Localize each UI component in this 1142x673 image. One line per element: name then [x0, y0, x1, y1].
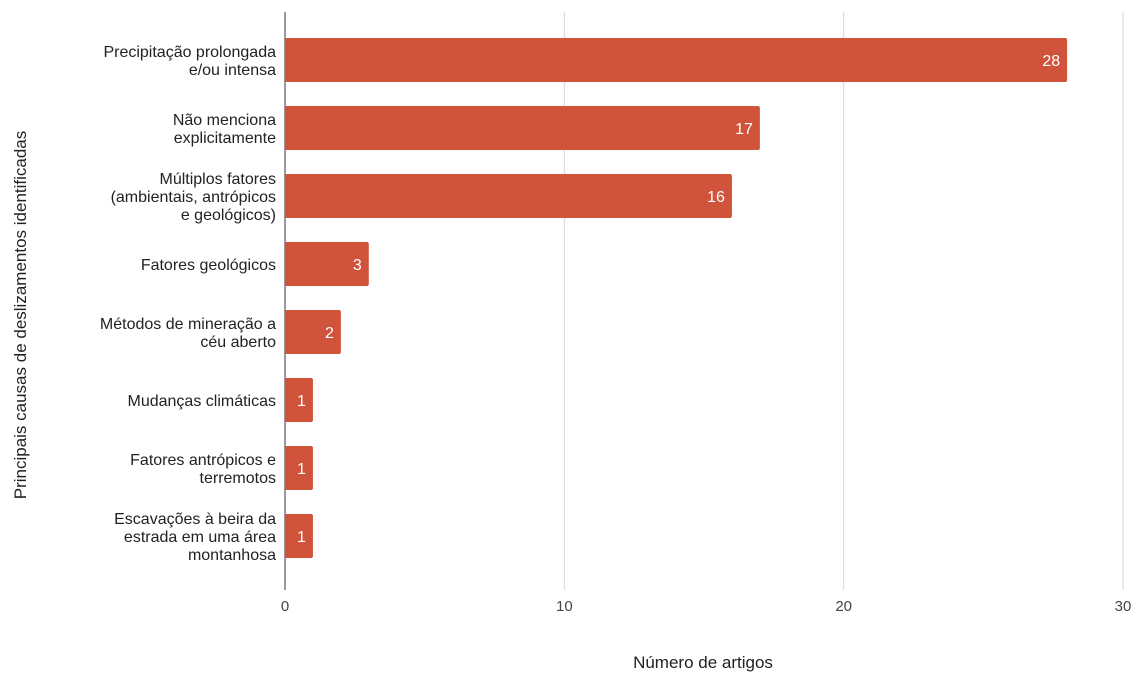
category-label: Mudanças climáticas — [128, 393, 277, 410]
category-label: Não menciona — [173, 112, 276, 129]
bar — [285, 514, 313, 558]
category-label: Fatores geológicos — [141, 257, 276, 274]
x-tick-label: 0 — [281, 598, 289, 615]
category-label: estrada em uma área — [124, 529, 276, 546]
bar — [285, 38, 1068, 82]
x-tick-label: 30 — [1115, 598, 1132, 615]
category-label: (ambientais, antrópicos — [111, 189, 276, 206]
gridlines — [284, 12, 1124, 590]
bar — [285, 310, 341, 354]
bar-value-label: 1 — [297, 393, 306, 410]
x-axis-title: Número de artigos — [633, 653, 773, 672]
category-label: terremotos — [200, 470, 276, 487]
bar-value-label: 1 — [297, 529, 306, 546]
bar — [285, 446, 313, 490]
category-label: céu aberto — [200, 334, 276, 351]
bar — [285, 174, 732, 218]
category-label: Fatores antrópicos e — [130, 452, 276, 469]
bars — [285, 38, 1068, 558]
bar — [285, 378, 313, 422]
bar-value-label: 2 — [325, 325, 334, 342]
bar-value-label: 3 — [353, 257, 362, 274]
x-tick-label: 20 — [835, 598, 852, 615]
bar-value-label: 1 — [297, 461, 306, 478]
bar — [285, 106, 760, 150]
category-label: Escavações à beira da — [114, 511, 276, 528]
category-label: Múltiplos fatores — [160, 171, 277, 188]
x-tick-label: 10 — [556, 598, 573, 615]
category-label: e geológicos) — [181, 207, 276, 224]
bar-value-label: 28 — [1042, 53, 1060, 70]
y-axis-title: Principais causas de deslizamentos ident… — [11, 131, 30, 500]
data-labels: 28 17 16 3 2 1 1 1 — [297, 53, 1060, 546]
bar — [285, 242, 369, 286]
x-tick-labels: 0 10 20 30 — [281, 598, 1132, 615]
category-label: e/ou intensa — [189, 62, 276, 79]
category-label: explicitamente — [174, 130, 276, 147]
category-label: Métodos de mineração a — [100, 316, 276, 333]
category-label: Precipitação prolongada — [103, 44, 276, 61]
category-label: montanhosa — [188, 547, 276, 564]
bar-value-label: 17 — [735, 121, 753, 138]
bar-value-label: 16 — [707, 189, 725, 206]
